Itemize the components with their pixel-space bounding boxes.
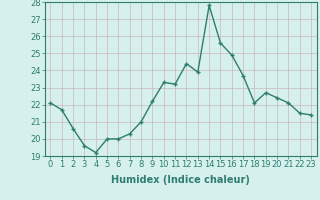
X-axis label: Humidex (Indice chaleur): Humidex (Indice chaleur)	[111, 175, 250, 185]
